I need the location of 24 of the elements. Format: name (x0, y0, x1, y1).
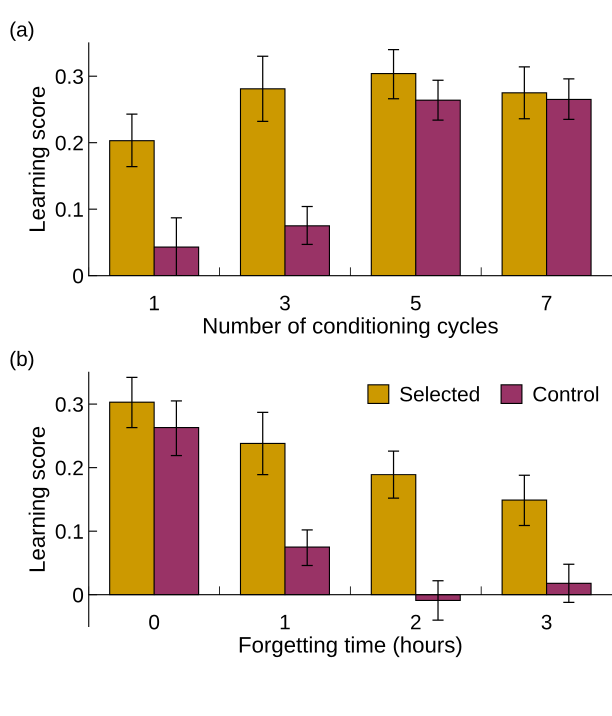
chart-title: (a) (10, 21, 34, 41)
y-tick-label: 0.2 (56, 136, 83, 150)
x-tick-label: 1 (150, 296, 159, 310)
y-tick-label: 0.3 (56, 397, 83, 412)
x-tick-label: 3 (542, 614, 552, 630)
x-tick-label: 3 (280, 296, 290, 310)
y-tick-label: 0.2 (56, 460, 83, 476)
x-tick-label: 0 (149, 614, 160, 630)
x-axis-title: Forgetting time (hours) (240, 636, 462, 658)
y-tick-label: 0 (73, 268, 84, 284)
x-axis-title: Number of conditioning cycles (204, 317, 498, 338)
y-tick-label: 0 (73, 588, 84, 602)
chart-title: (b) (10, 350, 34, 370)
y-tick-label: 0.1 (56, 202, 83, 217)
legend-label: Control (533, 386, 598, 402)
x-tick-label: 1 (280, 614, 290, 630)
x-tick-label: 7 (542, 296, 552, 310)
legend-label: Selected (400, 386, 479, 402)
y-axis-title: Learning score (28, 86, 50, 231)
y-tick-label: 0.1 (56, 524, 83, 539)
y-axis-title: Learning score (28, 426, 50, 572)
y-tick-label: 0.3 (56, 69, 83, 84)
x-tick-label: 2 (411, 614, 421, 630)
x-tick-label: 5 (410, 296, 421, 310)
